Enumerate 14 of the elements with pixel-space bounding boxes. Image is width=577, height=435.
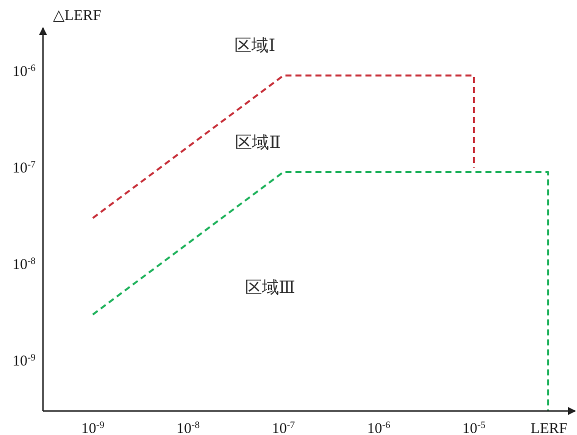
annotation: 区域Ⅰ [234, 36, 276, 55]
y-tick-label: 10$^{-7}$ [12, 159, 36, 177]
annotation: 区域Ⅲ [244, 278, 296, 297]
annotation: 区域Ⅱ [235, 133, 281, 152]
y-tick-label: 10$^{-6}$ [12, 62, 36, 80]
x-tick-label: 10$^{-8}$ [176, 420, 200, 435]
x-tick-label: 10$^{-5}$ [462, 420, 486, 435]
x-tick-label: 10$^{-7}$ [272, 420, 296, 435]
y-axis-title: △LERF [53, 8, 102, 24]
x-axis-title: LERF [530, 421, 568, 435]
y-tick-label: 10$^{-9}$ [12, 352, 36, 370]
x-tick-label: 10$^{-6}$ [367, 420, 390, 435]
y-tick-label: 10$^{-8}$ [12, 256, 36, 274]
x-tick-label: 10$^{-9}$ [81, 420, 105, 435]
